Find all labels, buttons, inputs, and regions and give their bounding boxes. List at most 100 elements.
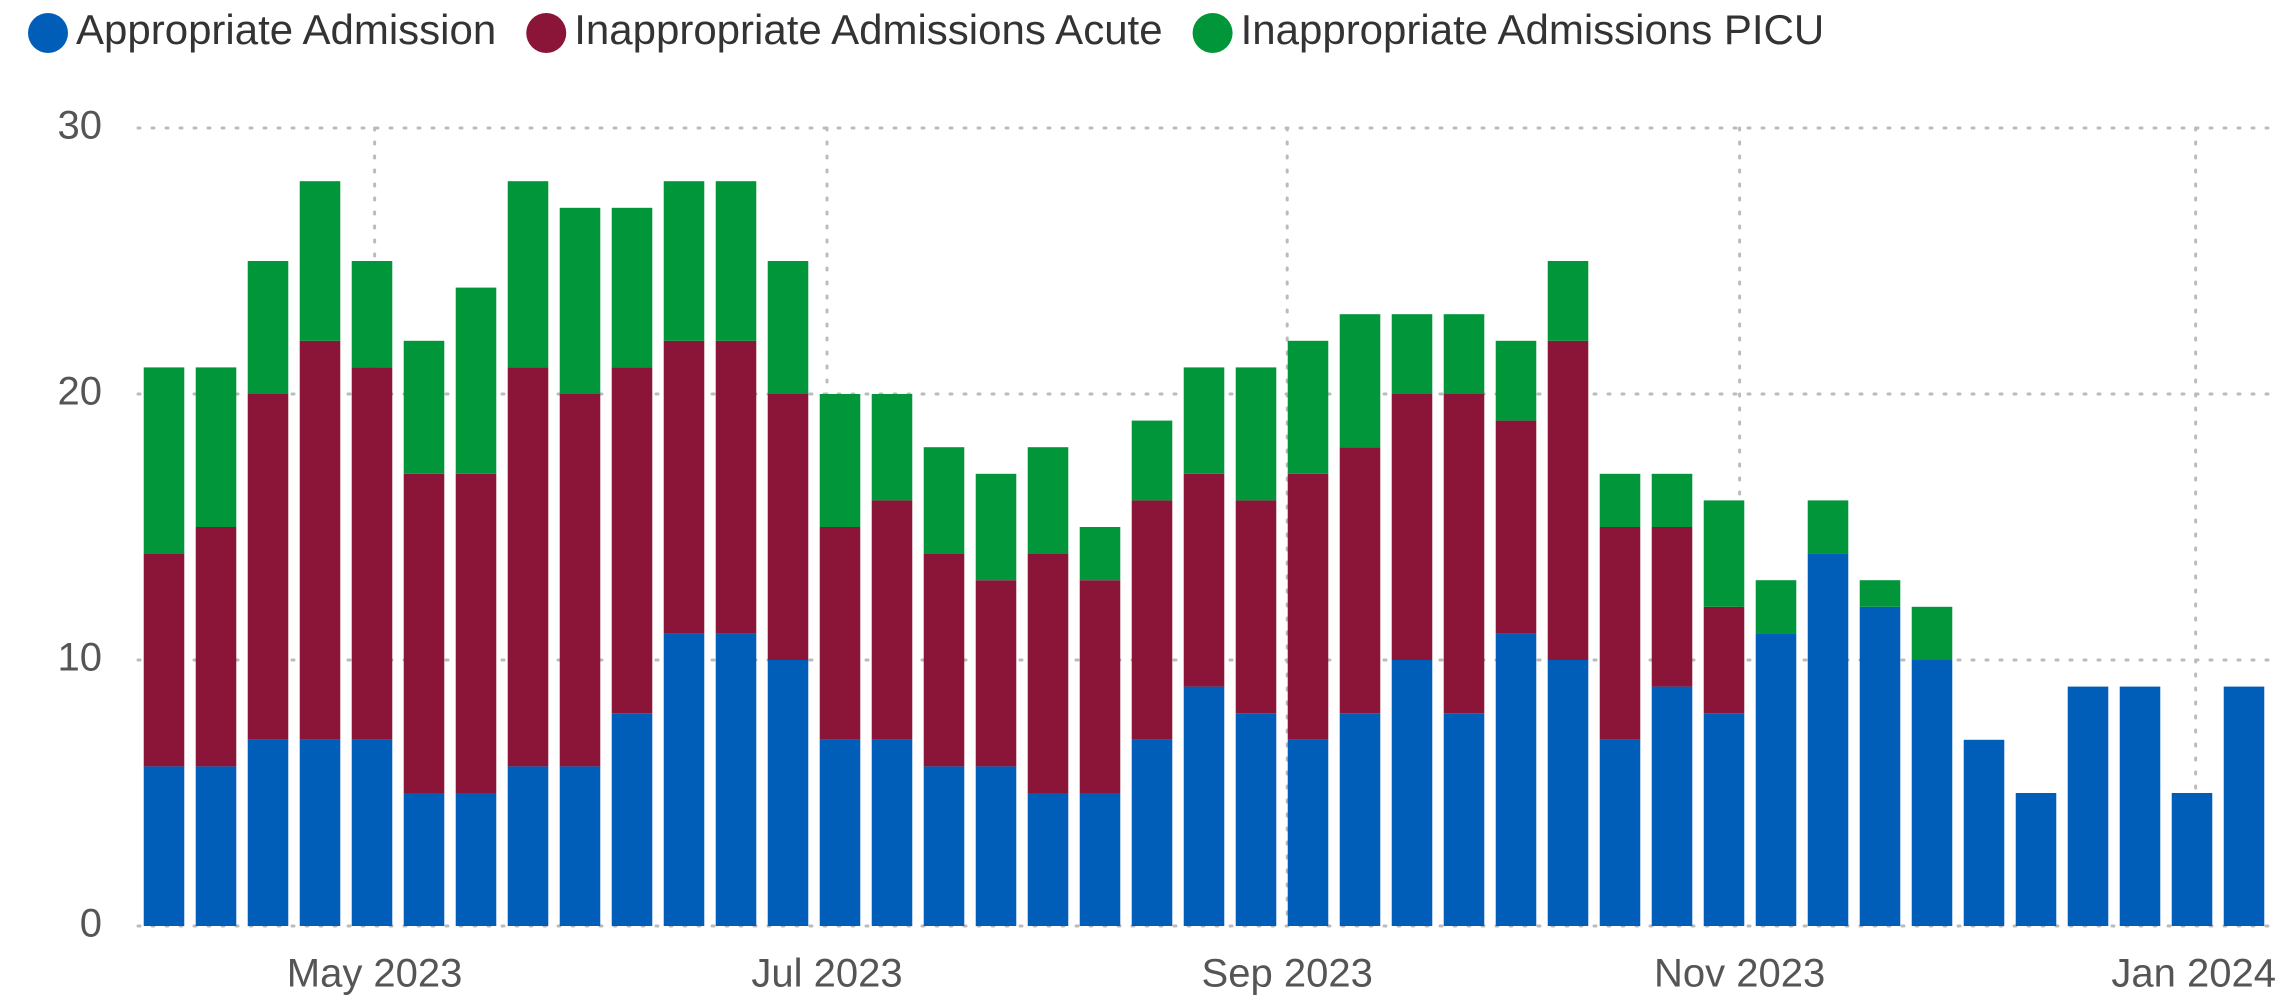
bar-segment [871, 739, 913, 926]
bar-segment [1131, 420, 1173, 501]
bar-segment [1183, 473, 1225, 687]
bar-segment [975, 580, 1017, 767]
bar-segment [559, 207, 601, 394]
bar-segment [1755, 633, 1797, 926]
y-tick-label: 20 [58, 370, 103, 414]
bar-segment [195, 367, 237, 527]
bar-segment [1495, 633, 1537, 926]
bar-segment [299, 340, 341, 740]
bar-segment [1287, 739, 1329, 926]
bar-segment [507, 181, 549, 368]
bar-segment [1703, 606, 1745, 714]
bar-segment [923, 766, 965, 926]
bar-segment [1547, 660, 1589, 926]
bar-segment [455, 473, 497, 793]
bar-segment [195, 766, 237, 926]
bar-segment [1235, 713, 1277, 926]
bar-segment [247, 394, 289, 740]
bar-segment [507, 766, 549, 926]
bar-segment [923, 553, 965, 767]
bar-segment [403, 340, 445, 474]
bar-segment [1651, 527, 1693, 687]
bar-segment [1183, 686, 1225, 926]
bar-segment [195, 527, 237, 767]
x-tick-label: Sep 2023 [1202, 952, 1373, 996]
bar-segment [559, 394, 601, 767]
bar-segment [1807, 500, 1849, 554]
bar-segment [507, 367, 549, 767]
bar-segment [2223, 686, 2265, 926]
bar-segment [247, 261, 289, 394]
bar-segment [143, 553, 185, 767]
bar-segment [1287, 473, 1329, 740]
bar-segment [1079, 793, 1121, 926]
bar-segment [351, 739, 393, 926]
bar-segment [1339, 447, 1381, 714]
bar-segment [663, 340, 705, 634]
bar-segment [1183, 367, 1225, 474]
bar-segment [767, 261, 809, 394]
bar-segment [1599, 527, 1641, 740]
bar-segment [1391, 394, 1433, 660]
bar-segment [299, 739, 341, 926]
bar-segment [1495, 420, 1537, 634]
bar-segment [1287, 340, 1329, 474]
bar-segment [2015, 793, 2057, 926]
legend-marker [526, 13, 567, 53]
bar-segment [611, 713, 653, 926]
x-tick-label: Jul 2023 [751, 952, 902, 996]
bar-segment [1651, 686, 1693, 926]
bar-segment [663, 181, 705, 341]
bar-segment [1131, 500, 1173, 740]
bar-segment [1391, 314, 1433, 394]
bar-segment [1495, 340, 1537, 421]
x-tick-label: May 2023 [287, 952, 463, 996]
bar-segment [1703, 713, 1745, 926]
y-tick-label: 10 [58, 636, 103, 680]
bar-segment [1911, 606, 1953, 660]
bar-segment [1443, 713, 1485, 926]
bar-segment [611, 207, 653, 368]
bar-segment [1599, 739, 1641, 926]
bar-segment [2171, 793, 2213, 926]
bar-segment [1443, 314, 1485, 394]
x-tick-label: Jan 2024 [2111, 952, 2276, 996]
bar-segment [351, 367, 393, 740]
bar-segment [559, 766, 601, 926]
legend-label: Inappropriate Admissions Acute [574, 6, 1162, 53]
bar-segment [1599, 473, 1641, 527]
bar-segment [143, 766, 185, 926]
bar-segment [1027, 793, 1069, 926]
bar-segment [1079, 527, 1121, 581]
bar-segment [975, 473, 1017, 581]
bar-segment [2067, 686, 2109, 926]
y-tick-label: 30 [58, 104, 103, 148]
bar-segment [1235, 500, 1277, 714]
bar-segment [871, 394, 913, 501]
bar-segment [1235, 367, 1277, 501]
bar-segment [1547, 340, 1589, 660]
bar-segment [1339, 314, 1381, 448]
legend-label: Inappropriate Admissions PICU [1241, 6, 1825, 53]
bar-segment [819, 739, 861, 926]
bar-segment [767, 660, 809, 926]
bar-segment [1027, 553, 1069, 793]
bar-segment [1391, 660, 1433, 926]
bar-segment [403, 793, 445, 926]
bar-segment [1339, 713, 1381, 926]
bar-segment [351, 261, 393, 368]
legend-label: Appropriate Admission [76, 6, 496, 53]
legend-marker [28, 13, 68, 53]
bar-segment [1547, 261, 1589, 341]
bar-segment [819, 394, 861, 527]
bar-segment [2119, 686, 2161, 926]
bar-segment [715, 633, 757, 926]
x-tick-label: Nov 2023 [1654, 952, 1825, 996]
bar-segment [767, 394, 809, 660]
bar-segment [1755, 580, 1797, 634]
bar-segment [299, 181, 341, 341]
y-tick-label: 0 [80, 902, 102, 946]
bar-segment [247, 739, 289, 926]
bar-segment [403, 473, 445, 793]
bar-segment [715, 181, 757, 341]
